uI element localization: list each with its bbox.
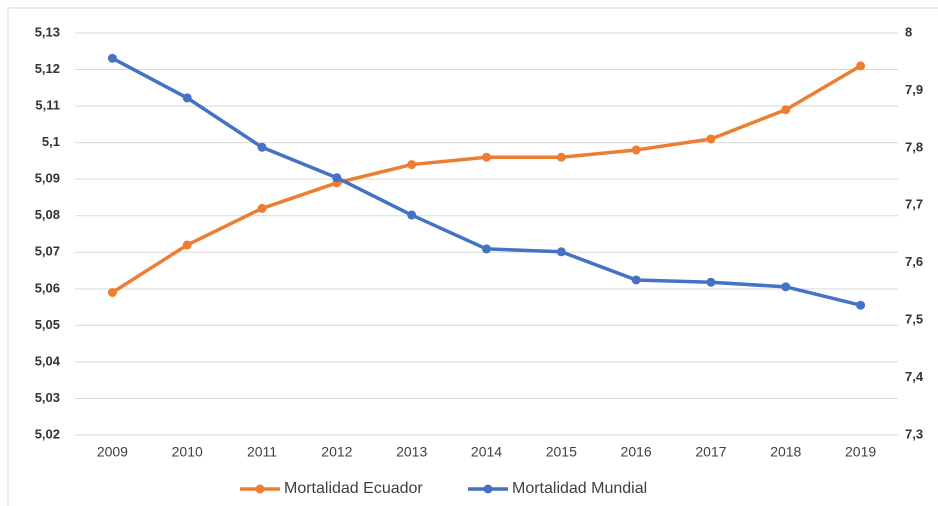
point	[631, 145, 641, 155]
point	[856, 300, 866, 310]
point	[107, 53, 117, 63]
legend-marker	[255, 484, 265, 494]
point	[407, 160, 417, 170]
legend-label: Mortalidad Ecuador	[284, 480, 423, 497]
series-line	[111, 56, 862, 307]
x-tick-label: 2010	[172, 444, 203, 460]
y-tick-label: 5,13	[35, 24, 60, 39]
point	[332, 173, 342, 183]
point	[257, 142, 267, 152]
y-tick-label: 5,08	[35, 207, 60, 222]
y2-tick-label: 7,4	[905, 369, 924, 384]
point	[781, 105, 791, 115]
x-tick-label: 2011	[247, 444, 277, 460]
x-tick-label: 2012	[321, 444, 352, 460]
point	[482, 152, 491, 162]
point	[257, 203, 267, 213]
point	[856, 61, 866, 71]
y-tick-label: 5,05	[35, 317, 60, 332]
point	[631, 275, 641, 285]
y-tick-label: 5,12	[35, 61, 60, 76]
point	[706, 277, 716, 287]
y2-tick-label: 7,3	[905, 426, 923, 441]
y2-tick-label: 7,7	[905, 197, 923, 212]
x-tick-label: 2009	[97, 444, 128, 460]
y2-tick-label: 7,6	[905, 254, 923, 269]
point	[407, 210, 417, 220]
point	[556, 152, 566, 162]
y-tick-label: 5,09	[35, 171, 60, 186]
y2-tick-label: 7,5	[905, 312, 923, 327]
point	[107, 287, 117, 297]
x-tick-label: 2017	[695, 444, 726, 460]
chart-frame	[7, 7, 938, 506]
point	[556, 247, 566, 257]
y-tick-label: 5,04	[35, 353, 61, 368]
x-tick-label: 2018	[770, 444, 801, 460]
y2-tick-label: 7,8	[905, 139, 923, 154]
x-tick-label: 2019	[845, 444, 876, 460]
y-tick-label: 5,03	[35, 390, 60, 405]
y-tick-label: 5,11	[35, 98, 60, 113]
point	[182, 240, 192, 250]
point	[706, 134, 716, 144]
y2-tick-label: 8	[905, 24, 912, 39]
point	[482, 244, 491, 254]
point	[182, 93, 192, 103]
y-tick-label: 5,06	[35, 280, 60, 295]
y-tick-label: 5,1	[42, 134, 60, 149]
legend-marker	[483, 484, 493, 494]
x-tick-label: 2015	[546, 444, 577, 460]
y-tick-label: 5,07	[35, 244, 60, 259]
x-tick-label: 2014	[471, 444, 502, 460]
x-tick-label: 2013	[396, 444, 427, 460]
legend-label: Mortalidad Mundial	[512, 480, 647, 497]
point	[781, 282, 791, 292]
y2-tick-label: 7,9	[905, 82, 923, 97]
x-tick-label: 2016	[621, 444, 652, 460]
y-tick-label: 5,02	[35, 426, 60, 441]
